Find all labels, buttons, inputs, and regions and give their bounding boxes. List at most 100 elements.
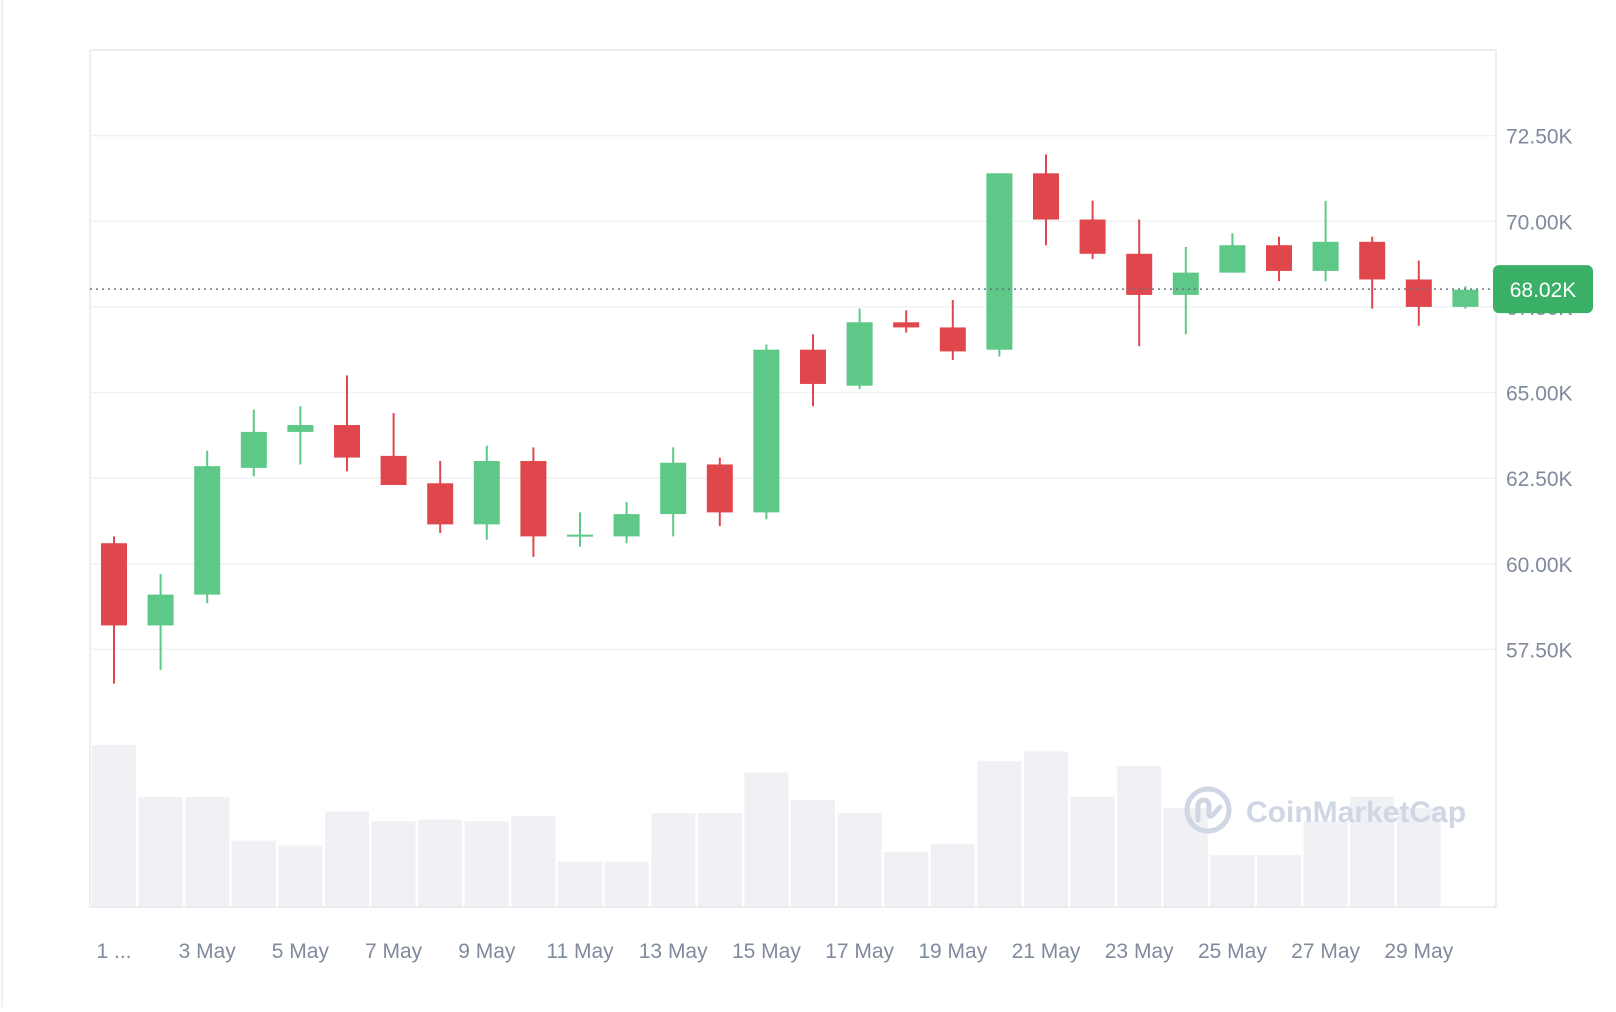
candle[interactable] <box>1126 219 1153 347</box>
volume-bar <box>231 840 276 907</box>
candle[interactable] <box>613 502 640 544</box>
candle[interactable] <box>893 310 920 333</box>
volume-bar <box>930 843 975 907</box>
candle-body <box>520 461 547 537</box>
candles <box>101 154 1479 684</box>
candle[interactable] <box>1452 286 1479 309</box>
candle[interactable] <box>334 375 360 472</box>
candle[interactable] <box>1172 246 1199 335</box>
candle[interactable] <box>1312 200 1339 282</box>
candle[interactable] <box>473 445 500 540</box>
x-tick-label: 15 May <box>732 940 801 963</box>
volume-bar <box>744 772 789 907</box>
candle[interactable] <box>1079 200 1106 259</box>
candle[interactable] <box>1405 260 1432 326</box>
y-tick-label: 60.00K <box>1506 554 1573 577</box>
candle[interactable] <box>147 574 174 670</box>
x-tick-label: 5 May <box>272 940 330 963</box>
candle[interactable] <box>240 409 267 477</box>
candle-body <box>893 322 920 328</box>
volume-bar <box>371 821 416 907</box>
candle-body <box>613 514 640 537</box>
candle-body <box>1312 241 1339 271</box>
volume-bar <box>604 861 649 907</box>
candle-body <box>1033 173 1059 220</box>
candle-body <box>1405 279 1432 307</box>
candle-body <box>427 483 454 525</box>
candle-body <box>240 431 267 468</box>
candle-body <box>287 425 314 432</box>
candle-body <box>939 327 966 352</box>
candle[interactable] <box>986 173 1013 357</box>
candle[interactable] <box>1033 154 1059 246</box>
candle[interactable] <box>706 457 733 527</box>
watermark: CoinMarketCap <box>1184 786 1466 834</box>
y-tick-label: 57.50K <box>1506 639 1573 662</box>
candle-body <box>1126 253 1153 295</box>
y-tick-label: 70.00K <box>1506 211 1573 234</box>
candle-body <box>1359 241 1386 280</box>
volume-bar <box>185 796 230 907</box>
y-tick-label: 62.50K <box>1506 468 1573 491</box>
candle[interactable] <box>846 308 873 390</box>
watermark-text: CoinMarketCap <box>1246 796 1466 829</box>
volume-bar <box>418 819 463 907</box>
candle[interactable] <box>1219 233 1246 273</box>
x-axis-ticks: 1 ... 3 May 5 May 7 May 9 May 11 May 13 May 15 … <box>96 940 1453 963</box>
candle[interactable] <box>194 450 221 604</box>
volume-bar <box>1070 796 1115 907</box>
volume-bar <box>1024 751 1068 907</box>
candle-body <box>194 466 221 595</box>
volume-bar <box>697 813 742 907</box>
x-tick-label: 19 May <box>918 940 987 963</box>
candle[interactable] <box>660 447 687 537</box>
candle-body <box>380 455 407 485</box>
x-tick-label: 13 May <box>639 940 708 963</box>
x-tick-label: 27 May <box>1291 940 1360 963</box>
volume-bar <box>837 813 882 907</box>
candle-body <box>753 349 780 513</box>
candle[interactable] <box>939 300 966 360</box>
candle[interactable] <box>1359 236 1386 309</box>
candle[interactable] <box>567 512 593 547</box>
x-tick-label: 3 May <box>179 940 237 963</box>
volume-bar <box>1210 855 1255 907</box>
candle-body <box>800 349 826 384</box>
candle-body <box>334 425 360 458</box>
x-tick-label: 9 May <box>458 940 516 963</box>
candle-body <box>986 173 1013 350</box>
candle[interactable] <box>753 344 780 520</box>
candle-body <box>706 464 733 513</box>
candle[interactable] <box>520 447 547 557</box>
candle-body <box>1079 219 1106 254</box>
candle[interactable] <box>800 334 826 407</box>
volume-bar <box>1163 808 1208 907</box>
volume-bar <box>651 813 696 907</box>
volume-bar <box>884 851 929 907</box>
candle-body <box>567 534 593 537</box>
x-tick-label: 7 May <box>365 940 423 963</box>
volume-bar <box>1350 796 1395 907</box>
candle-body <box>473 461 500 525</box>
grid-lines <box>90 134 1496 651</box>
current-price-badge[interactable]: 68.02K <box>1493 265 1593 314</box>
volume-bar <box>977 761 1022 907</box>
candle[interactable] <box>287 406 314 465</box>
candle[interactable] <box>1266 236 1292 282</box>
candle[interactable] <box>427 461 454 533</box>
candle-body <box>1266 245 1292 271</box>
candle[interactable] <box>101 536 127 684</box>
candle[interactable] <box>380 413 407 485</box>
y-tick-label: 72.50K <box>1506 126 1573 149</box>
x-tick-label: 23 May <box>1105 940 1174 963</box>
y-tick-label: 65.00K <box>1506 383 1573 406</box>
x-tick-label: 11 May <box>546 940 614 963</box>
volume-bar <box>1117 766 1162 907</box>
candle-body <box>846 322 873 386</box>
current-price-badge-bg <box>1493 265 1593 314</box>
candle-body <box>1172 272 1199 295</box>
volume-bar <box>511 816 556 907</box>
volume-bar <box>92 745 136 907</box>
